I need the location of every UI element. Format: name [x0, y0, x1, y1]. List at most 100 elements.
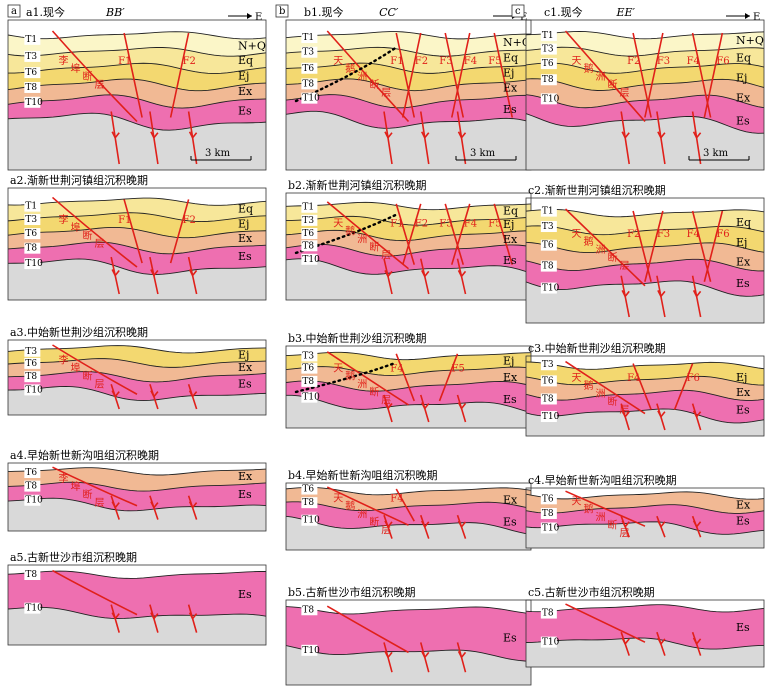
fault-arrow — [692, 637, 702, 645]
fault-arrow — [421, 520, 430, 528]
main-fault-line — [52, 466, 138, 507]
unit-label-Ej: Ej — [503, 354, 514, 367]
fault-arrow — [657, 131, 666, 139]
horizon-label-T8: T8 — [25, 570, 37, 580]
panel-c5: c5.古新世沙市组沉积晚期 T8 T10 Es — [525, 585, 765, 668]
fault-name-char: 天 — [572, 56, 582, 67]
fault-name-char: 天 — [333, 218, 343, 229]
fault-F4 — [395, 488, 415, 522]
fault-label-F1: F1 — [390, 218, 403, 229]
unit-label-Ex: Ex — [736, 386, 751, 399]
fault-label-F5: F5 — [488, 56, 501, 67]
panel-title: c2.渐新世荆河镇组沉积晚期 — [528, 183, 666, 197]
panel-title: a4.早始新世新沟咀组沉积晚期 — [10, 448, 159, 462]
fault-name-char: 埠 — [71, 361, 81, 374]
fault-name-char: 鹅 — [584, 503, 594, 516]
basement — [526, 113, 764, 170]
section-label: EE′ — [615, 6, 635, 19]
unit-Ej-layer — [526, 361, 764, 386]
fault-F3 — [644, 32, 664, 118]
horizon-label-T8: T8 — [542, 394, 554, 404]
fault-name-char: 李 — [59, 472, 69, 485]
fault-F3 — [444, 32, 465, 118]
fault-name-char: 天 — [333, 56, 343, 67]
unit-label-Ex: Ex — [503, 371, 518, 384]
horizon-label-T10: T10 — [542, 284, 560, 294]
unit-Ex-layer — [286, 487, 531, 511]
fault-name-char: 鹅 — [584, 379, 594, 392]
fault-label-F5: F5 — [488, 218, 501, 229]
unit-label-Es: Es — [503, 631, 517, 644]
horizon-line — [286, 501, 531, 512]
dotted-trace — [294, 361, 398, 394]
unit-label-Es: Es — [736, 515, 750, 528]
fault-F2 — [401, 32, 422, 118]
column-letter-box — [511, 4, 525, 18]
unit-label-Eq: Eq — [238, 203, 253, 216]
unit-label-Eq: Eq — [503, 205, 518, 218]
fault-F5 — [493, 32, 514, 118]
fault-arrow — [692, 410, 702, 418]
unit-label-Ex: Ex — [238, 85, 253, 98]
horizon-line — [8, 481, 266, 492]
panel-title: a3.中始新世荆沙组沉积晚期 — [10, 325, 148, 339]
panel-frame — [7, 187, 267, 301]
fault-name-char: 鹅 — [345, 224, 355, 237]
horizon-line — [8, 467, 266, 476]
horizon-label-T6: T6 — [25, 229, 37, 239]
unit-Es-layer — [526, 604, 764, 650]
fault-name-char: 鹅 — [345, 500, 355, 513]
horizon-label-T6: T6 — [25, 68, 37, 78]
fault-label-F6: F6 — [687, 373, 700, 384]
horizon-label-T10: T10 — [302, 516, 320, 526]
horizon-line — [286, 62, 531, 74]
fault-name-char: 天 — [333, 494, 343, 505]
horizon-line — [526, 375, 764, 386]
horizon-line — [8, 570, 266, 579]
main-fault-line — [51, 196, 138, 268]
unit-label-Eq: Eq — [736, 216, 751, 229]
main-fault-line — [52, 569, 138, 616]
fault-F5 — [493, 203, 514, 265]
horizon-label-T3: T3 — [542, 360, 554, 370]
horizon-line — [286, 46, 531, 57]
fault-label-F3: F3 — [657, 229, 670, 240]
horizon-line — [8, 226, 266, 239]
fault-name-char: 层 — [95, 497, 105, 509]
horizon-line — [526, 225, 764, 236]
fault-name-char: 断 — [83, 369, 93, 382]
horizon-line — [8, 94, 266, 109]
fault-F4 — [395, 353, 415, 402]
unit-Ej-layer — [526, 225, 764, 253]
unit-label-Es: Es — [503, 254, 517, 267]
fault-name-char: 洲 — [357, 509, 367, 521]
unit-label-Es: Es — [503, 393, 517, 406]
fault-label-F3: F3 — [439, 218, 452, 229]
column-letter: a — [11, 6, 17, 17]
horizon-label-T3: T3 — [25, 215, 37, 225]
fault-name-char: 断 — [83, 488, 93, 501]
fault-label-F2: F2 — [415, 218, 428, 229]
unit-label-Eq: Eq — [736, 52, 751, 65]
fault-arrow — [384, 520, 393, 528]
horizon-label-T10: T10 — [25, 259, 43, 269]
fault-arrow — [657, 410, 666, 418]
fault-arrow — [188, 501, 198, 509]
column-b: b b1.现今 CC′F1 F2 F3 F4 F5天鹅洲断层T1T3T6T8T10N+QEq… — [275, 4, 532, 686]
horizon-label-T8: T8 — [542, 509, 554, 519]
unit-Es-layer — [286, 606, 531, 662]
horizon-line — [526, 408, 764, 424]
fault-name-char: 洲 — [596, 71, 606, 83]
horizon-label-T10: T10 — [302, 646, 320, 656]
unit-label-Ej: Ej — [503, 218, 514, 231]
horizon-label-T8: T8 — [25, 372, 37, 382]
unit-Eq-layer — [286, 202, 531, 226]
horizon-label-T8: T8 — [25, 83, 37, 93]
unit-Ex-layer — [526, 376, 764, 401]
panel-title: b1.现今 — [304, 5, 344, 19]
fault-name-char: 洲 — [357, 233, 367, 245]
fault-arrow — [421, 269, 430, 277]
main-fault-line — [564, 30, 646, 123]
basement — [286, 516, 531, 550]
